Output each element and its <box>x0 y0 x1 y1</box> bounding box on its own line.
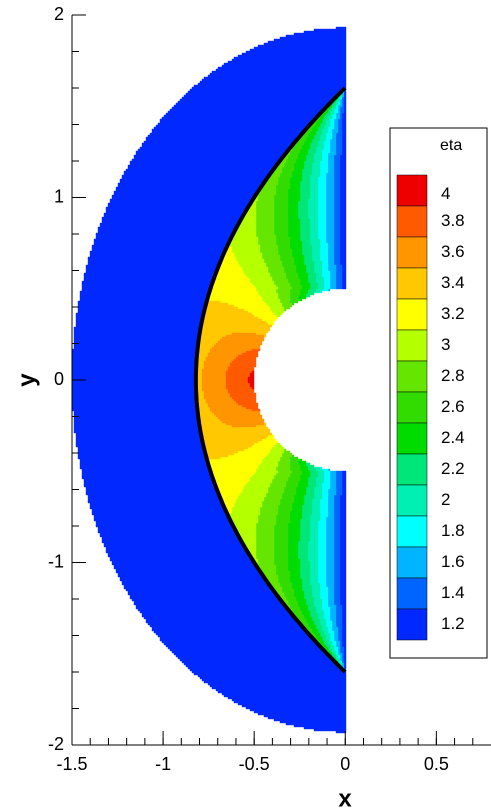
legend-label: 1.6 <box>441 552 465 571</box>
legend-label: 1.4 <box>441 583 465 602</box>
legend: 4 3.8 3.6 3.4 3.2 3 2.8 2.6 2.4 2.2 2 1.8 1.6 1.4 1.2 <box>396 174 465 641</box>
contour-band <box>325 92 345 668</box>
legend-label: 3.2 <box>441 304 465 323</box>
x-tick-label: 0 <box>340 754 350 774</box>
legend-swatch <box>396 329 428 362</box>
legend-label: 3 <box>441 335 450 354</box>
contour-band <box>247 370 255 390</box>
y-tick-label: 2 <box>54 4 64 24</box>
legend-label: 2 <box>441 490 450 509</box>
y-tick-label: 0 <box>54 369 64 389</box>
legend-swatch <box>396 484 428 517</box>
legend-swatch <box>396 546 428 579</box>
contour-band <box>297 92 343 668</box>
axes: -1.5 -1 -0.5 0 0.5 -2 -1 0 1 2 <box>48 4 491 774</box>
contour-band <box>71 26 347 734</box>
legend-swatch <box>396 608 428 641</box>
legend-title: eta <box>440 137 462 154</box>
y-axis-label: y <box>13 373 40 387</box>
legend-swatch <box>396 515 428 548</box>
contour-band <box>287 96 339 664</box>
legend-swatch <box>396 391 428 424</box>
shock-line <box>193 86 347 674</box>
legend-swatch <box>396 360 428 393</box>
legend-label: 2.2 <box>441 459 465 478</box>
legend-swatch <box>396 205 428 238</box>
x-tick-label: -1.5 <box>56 754 87 774</box>
contour-band <box>307 90 345 670</box>
legend-swatch <box>396 298 428 331</box>
legend-label: 2.8 <box>441 366 465 385</box>
legend-label: 2.6 <box>441 397 465 416</box>
contour-band <box>225 348 261 412</box>
contour-band <box>207 242 279 518</box>
contour-band <box>333 88 347 672</box>
legend-swatch <box>396 577 428 610</box>
field <box>71 26 347 734</box>
legend-swatch <box>396 236 428 269</box>
x-tick-label: -0.5 <box>239 754 270 774</box>
legend-label: 3.6 <box>441 242 465 261</box>
legend-swatch <box>396 174 428 207</box>
y-tick-label: 1 <box>54 186 64 206</box>
legend-swatch <box>396 422 428 455</box>
x-axis-label: x <box>338 785 352 811</box>
legend-label: 3.4 <box>441 273 465 292</box>
legend-swatch <box>396 453 428 486</box>
y-tick-label: -2 <box>48 734 64 754</box>
contour-band <box>229 190 285 570</box>
y-tick-label: -1 <box>48 551 64 571</box>
x-tick-label: 0.5 <box>424 754 449 774</box>
legend-label: 1.2 <box>441 614 465 633</box>
contour-band <box>317 96 343 664</box>
legend-swatch <box>396 267 428 300</box>
legend-label: 1.8 <box>441 521 465 540</box>
x-tick-label: -1 <box>155 754 171 774</box>
legend-label: 2.4 <box>441 428 465 447</box>
legend-label: 4 <box>441 184 450 203</box>
legend-label: 3.8 <box>441 211 465 230</box>
